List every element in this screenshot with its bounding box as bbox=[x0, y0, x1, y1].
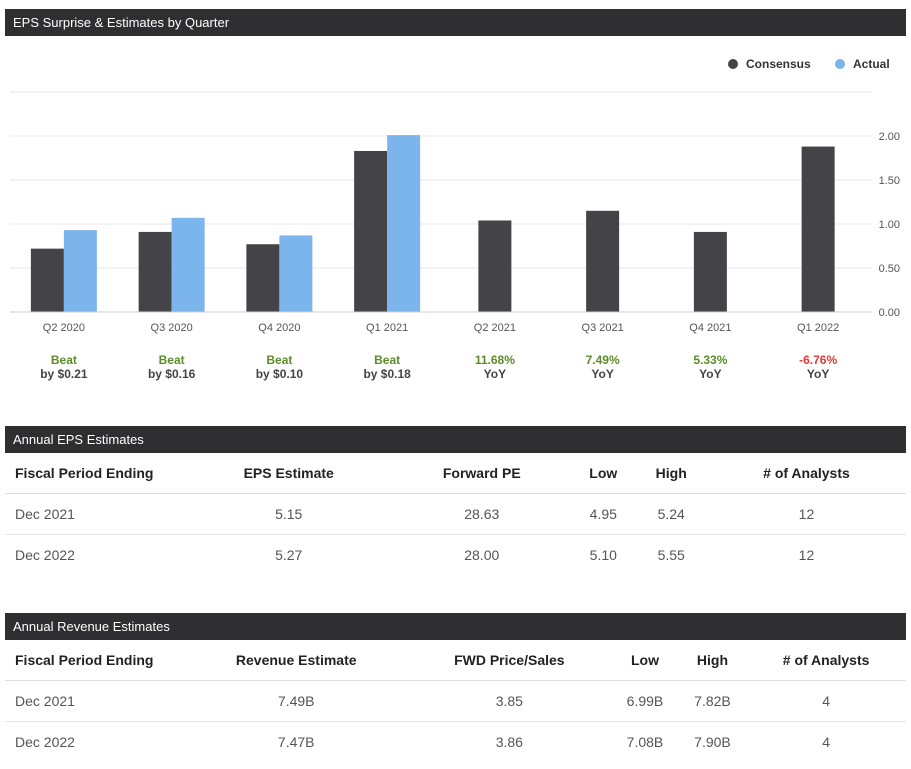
result-detail: YoY bbox=[591, 367, 613, 381]
header-num-analysts: # of Analysts bbox=[746, 640, 906, 681]
table-row: Dec 2022 5.27 28.00 5.10 5.55 12 bbox=[5, 535, 906, 576]
x-tick-label: Q2 2020 bbox=[43, 322, 85, 334]
table-cell: Dec 2022 bbox=[15, 547, 75, 563]
x-tick-label: Q3 2021 bbox=[582, 322, 624, 334]
table-cell: 7.90B bbox=[694, 734, 731, 750]
table-cell: 7.49B bbox=[185, 680, 408, 722]
result-label: 5.33% bbox=[693, 353, 727, 367]
table-header-row: Fiscal Period Ending EPS Estimate Forwar… bbox=[5, 453, 906, 494]
consensus-bar[interactable] bbox=[586, 210, 620, 312]
header-fiscal-period: Fiscal Period Ending bbox=[5, 453, 185, 494]
consensus-bar[interactable] bbox=[354, 150, 388, 312]
result-detail: by $0.21 bbox=[40, 367, 88, 381]
result-detail: YoY bbox=[807, 367, 829, 381]
annual-eps-header: Annual EPS Estimates bbox=[5, 426, 906, 453]
consensus-bar[interactable] bbox=[478, 220, 512, 312]
table-cell: 5.27 bbox=[275, 547, 303, 563]
table-cell: 5.15 bbox=[185, 493, 393, 535]
eps-chart: 0.00 0.50 1.00 1.50 2.00 Q2 2020 Q3 2020 Q4 202… bbox=[10, 57, 900, 381]
legend-actual-label[interactable]: Actual bbox=[853, 57, 890, 71]
table-cell: 28.00 bbox=[464, 547, 500, 563]
table-cell: 5.24 bbox=[635, 493, 707, 535]
table-cell: 12 bbox=[706, 493, 906, 535]
consensus-bar[interactable] bbox=[30, 248, 64, 312]
header-num-analysts: # of Analysts bbox=[706, 453, 906, 494]
header-forward-pe: Forward PE bbox=[392, 453, 572, 494]
y-tick-label: 0.50 bbox=[879, 263, 900, 275]
table-header-row: Fiscal Period Ending Revenue Estimate FW… bbox=[5, 640, 906, 681]
y-tick-label: 2.00 bbox=[879, 131, 900, 143]
consensus-bar[interactable] bbox=[138, 231, 172, 312]
actual-bar[interactable] bbox=[63, 230, 97, 312]
table-cell: 7.47B bbox=[277, 734, 315, 750]
x-tick-label: Q1 2022 bbox=[797, 322, 839, 334]
table-cell: 7.82B bbox=[678, 680, 747, 722]
result-label: Beat bbox=[159, 353, 185, 367]
consensus-bar[interactable] bbox=[801, 146, 835, 312]
y-tick-label: 1.00 bbox=[879, 219, 900, 231]
result-detail: YoY bbox=[699, 367, 721, 381]
table-cell: 3.85 bbox=[407, 680, 612, 722]
x-tick-label: Q4 2020 bbox=[258, 322, 300, 334]
x-tick-label: Q2 2021 bbox=[474, 322, 516, 334]
table-cell: Dec 2022 bbox=[15, 734, 75, 750]
table-cell: 7.08B bbox=[626, 734, 664, 750]
result-label: 11.68% bbox=[475, 353, 515, 367]
table-row: Dec 2021 5.15 28.63 4.95 5.24 12 bbox=[5, 493, 906, 535]
actual-bar[interactable] bbox=[279, 235, 313, 312]
header-high: High bbox=[678, 640, 747, 681]
header-revenue-estimate: Revenue Estimate bbox=[185, 640, 408, 681]
table-row: Dec 2022 7.47B 3.86 7.08B 7.90B 4 bbox=[5, 722, 906, 763]
bars bbox=[30, 135, 835, 312]
table-row: Dec 2021 7.49B 3.85 6.99B 7.82B 4 bbox=[5, 680, 906, 722]
x-tick-label: Q3 2020 bbox=[151, 322, 193, 334]
table-cell: 3.86 bbox=[495, 734, 523, 750]
y-tick-label: 0.00 bbox=[879, 307, 900, 319]
result-label: Beat bbox=[266, 353, 292, 367]
header-fiscal-period: Fiscal Period Ending bbox=[5, 640, 185, 681]
x-tick-label: Q1 2021 bbox=[366, 322, 408, 334]
table-cell: 5.55 bbox=[657, 547, 685, 563]
annual-revenue-header: Annual Revenue Estimates bbox=[5, 613, 906, 640]
table-cell: 4 bbox=[822, 734, 830, 750]
result-detail: YoY bbox=[484, 367, 506, 381]
actual-bar[interactable] bbox=[171, 217, 205, 312]
table-cell: 12 bbox=[798, 547, 815, 563]
table-cell: 4.95 bbox=[571, 493, 636, 535]
legend-actual-dot bbox=[835, 59, 845, 69]
header-fwd-price-sales: FWD Price/Sales bbox=[407, 640, 612, 681]
annual-revenue-table: Fiscal Period Ending Revenue Estimate FW… bbox=[5, 640, 906, 762]
table-cell: Dec 2021 bbox=[5, 493, 185, 535]
legend-consensus-label[interactable]: Consensus bbox=[746, 57, 811, 71]
chart-section-header: EPS Surprise & Estimates by Quarter bbox=[5, 9, 906, 36]
result-detail: by $0.16 bbox=[148, 367, 196, 381]
result-detail: by $0.10 bbox=[256, 367, 304, 381]
consensus-bar[interactable] bbox=[693, 231, 727, 312]
annual-eps-table: Fiscal Period Ending EPS Estimate Forwar… bbox=[5, 453, 906, 575]
axis-labels: 0.00 0.50 1.00 1.50 2.00 Q2 2020 Q3 2020 Q4 202… bbox=[10, 131, 900, 334]
result-label: Beat bbox=[51, 353, 77, 367]
actual-bar[interactable] bbox=[387, 135, 421, 312]
header-high: High bbox=[635, 453, 707, 494]
table-cell: 4 bbox=[746, 680, 906, 722]
header-eps-estimate: EPS Estimate bbox=[185, 453, 393, 494]
table-cell: Dec 2021 bbox=[5, 680, 185, 722]
result-label: Beat bbox=[374, 353, 400, 367]
header-low: Low bbox=[611, 640, 679, 681]
result-detail: by $0.18 bbox=[363, 367, 411, 381]
x-tick-label: Q4 2021 bbox=[689, 322, 731, 334]
table-cell: 5.10 bbox=[589, 547, 617, 563]
consensus-bar[interactable] bbox=[246, 244, 280, 312]
table-cell: 28.63 bbox=[392, 493, 572, 535]
header-low: Low bbox=[571, 453, 636, 494]
result-label: 7.49% bbox=[586, 353, 620, 367]
legend-consensus-dot bbox=[728, 59, 738, 69]
y-tick-label: 1.50 bbox=[879, 175, 900, 187]
result-label: -6.76% bbox=[799, 353, 837, 367]
table-cell: 6.99B bbox=[611, 680, 679, 722]
legend: Consensus Actual bbox=[728, 57, 890, 71]
